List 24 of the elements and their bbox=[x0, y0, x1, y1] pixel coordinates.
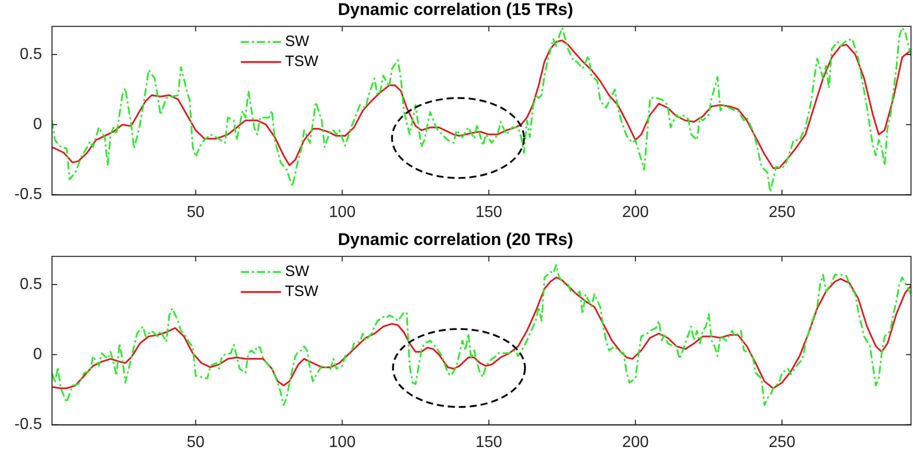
x-tick-label: 50 bbox=[186, 434, 205, 451]
legend-label: TSW bbox=[284, 52, 318, 72]
x-tick-label: 150 bbox=[475, 204, 502, 221]
y-tick-label: 0 bbox=[33, 116, 42, 134]
chart-title: Dynamic correlation (15 TRs) bbox=[338, 0, 574, 19]
x-tick-label: 250 bbox=[768, 434, 796, 451]
y-tick-label: 0.5 bbox=[20, 46, 42, 63]
x-tick-label: 50 bbox=[186, 204, 205, 221]
legend-label: SW bbox=[284, 262, 310, 282]
y-tick-label: -0.5 bbox=[14, 186, 42, 204]
legend-label: SW bbox=[284, 32, 310, 52]
x-tick-label: 200 bbox=[622, 204, 649, 221]
y-tick-label: -0.5 bbox=[14, 416, 42, 434]
legend-label: TSW bbox=[284, 282, 318, 302]
line-series bbox=[52, 27, 911, 193]
x-tick-label: 200 bbox=[622, 434, 649, 451]
chart-title: Dynamic correlation (20 TRs) bbox=[338, 230, 574, 249]
y-tick-label: 0.5 bbox=[20, 276, 42, 293]
x-tick-label: 100 bbox=[328, 434, 356, 451]
x-tick-label: 100 bbox=[328, 204, 356, 221]
x-tick-label: 150 bbox=[475, 434, 502, 451]
y-tick-label: 0 bbox=[33, 346, 42, 364]
line-series bbox=[52, 264, 911, 406]
x-tick-label: 250 bbox=[768, 204, 796, 221]
